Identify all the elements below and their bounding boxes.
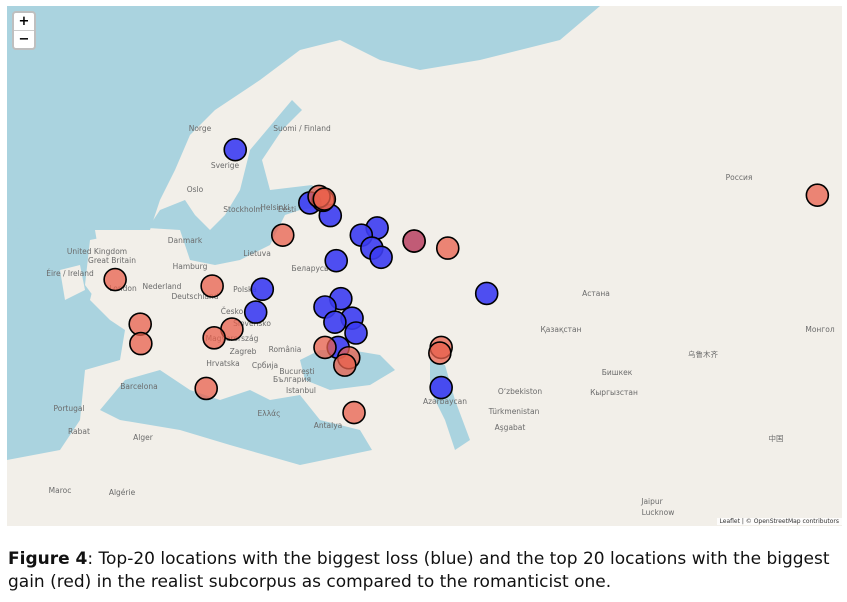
map-label: Algérie (109, 488, 136, 497)
map-label: Aşgabat (495, 423, 526, 432)
gain-marker (313, 335, 337, 360)
zoom-in[interactable]: + (14, 13, 34, 31)
map-label: Türkmenistan (488, 407, 540, 416)
gain-marker (129, 331, 153, 356)
map-label: Antalya (314, 421, 343, 430)
map-label: Ελλάς (258, 409, 281, 418)
map-label: Slovensko (233, 319, 271, 328)
gain-marker (312, 187, 337, 211)
map-label: Eesti (278, 205, 296, 214)
map-label: Астана (582, 289, 610, 298)
map-label: Barcelona (120, 382, 157, 391)
map-label: Zagreb (230, 347, 257, 356)
gain-marker (805, 183, 830, 207)
map-label: United Kingdom (67, 247, 127, 256)
map-label: London (109, 284, 137, 293)
loss-marker (369, 245, 393, 270)
zoom-out[interactable]: − (18, 32, 30, 47)
caption: Figure 4: Top-20 locations with the bigg… (8, 548, 838, 594)
markers (103, 137, 830, 425)
map-label: Suomi / Finland (273, 124, 331, 133)
map-label: Lucknow (642, 508, 675, 517)
map-label: Azərbaycan (423, 397, 467, 406)
map-label: Бишкек (602, 368, 633, 377)
map-label: Portugal (53, 404, 84, 413)
gain-marker (194, 376, 218, 401)
map-label: Polska (233, 285, 257, 294)
map-label: България (273, 375, 311, 384)
loss-marker (243, 300, 268, 324)
map-label: Helsinki (260, 203, 290, 212)
loss-marker (324, 248, 349, 273)
caption-text: : Top-20 locations with the biggest loss… (8, 549, 830, 592)
attribution: Leaflet | © OpenStreetMap contributors (716, 518, 842, 525)
map-label: Hamburg (173, 262, 208, 271)
map-label: Danmark (168, 236, 203, 245)
base-map: Norge Sverige Suomi / Finland Oslo Stockholm… (7, 6, 842, 526)
gain-marker (342, 400, 366, 425)
map-label: Jaipur (640, 497, 663, 506)
map-label: Кыргызстан (590, 388, 638, 397)
gain-marker (435, 236, 460, 260)
map-label: Rabat (68, 427, 90, 436)
map-label: Alger (133, 433, 154, 442)
map-label: Монгол (805, 325, 834, 334)
gain-marker (200, 274, 224, 298)
map-label: Oʻzbekiston (498, 387, 542, 396)
map-label: Oslo (187, 185, 204, 194)
map-label: Nederland (143, 282, 182, 291)
map-label: 中国 (769, 433, 784, 443)
loss-marker (250, 277, 275, 302)
map-label: Deutschland (171, 292, 218, 301)
map-label: Stockholm (223, 205, 263, 214)
map-label: Қазақстан (540, 325, 581, 334)
map-labels: Norge Sverige Suomi / Finland Oslo Stockholm… (46, 124, 835, 517)
gain-marker (202, 326, 226, 350)
map-label: Česko (221, 307, 244, 316)
map-label: Great Britain (88, 256, 136, 265)
loss-marker (223, 137, 248, 162)
gain-marker (103, 267, 127, 292)
map-label: 乌鲁木齐 (688, 349, 718, 359)
map-label: Србија (252, 361, 278, 370)
map-label: Sverige (211, 161, 240, 170)
gain-marker (270, 223, 295, 247)
map-label: Россия (726, 173, 753, 182)
map-label: București (279, 367, 314, 376)
map-label: Lietuva (243, 249, 271, 258)
map-label: Maroc (49, 486, 72, 495)
loss-marker (429, 375, 453, 400)
gain-marker (332, 353, 357, 377)
map-label: Éire / Ireland (46, 269, 94, 278)
map: Norge Sverige Suomi / Finland Oslo Stockholm… (7, 6, 842, 526)
caption-label: Figure 4 (8, 549, 88, 569)
map-label: Istanbul (286, 386, 316, 395)
loss-marker (344, 321, 368, 345)
water (7, 6, 600, 465)
map-label: Беларусь (292, 264, 329, 273)
loss-marker (474, 281, 499, 306)
loss-marker (323, 310, 347, 334)
map-label: Norge (189, 124, 212, 133)
zoom-control: + − (12, 11, 36, 50)
map-label: România (269, 345, 302, 354)
gain-marker (402, 229, 426, 253)
map-label: Hrvatska (206, 359, 239, 368)
gain-marker (428, 341, 452, 365)
